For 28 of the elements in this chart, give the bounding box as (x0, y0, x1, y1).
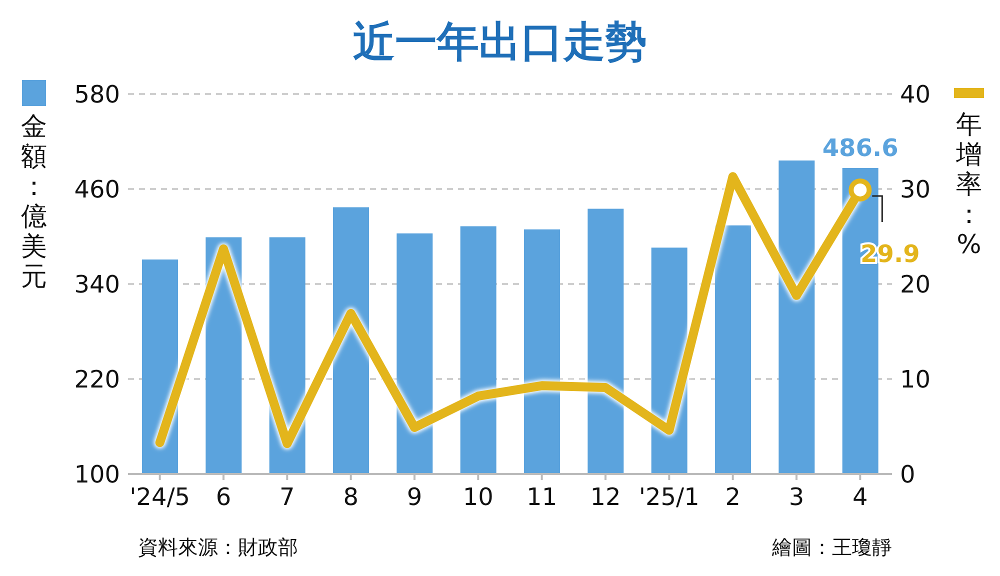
y-axis-title: 金額：億美元 (20, 112, 48, 292)
x-tick-label: '24/5 (130, 483, 190, 512)
x-tick-label: 3 (788, 483, 804, 512)
x-tick-label: '25/1 (638, 483, 700, 512)
y-tick-label: 340 (74, 270, 120, 299)
y2-tick-label: 40 (900, 80, 931, 109)
text: 繪圖：王瓊靜 (772, 534, 892, 561)
x-tick-label: 7 (280, 483, 295, 512)
y2-axis-title: 年增率：% (955, 110, 983, 260)
x-tick-label: 8 (343, 483, 358, 512)
y2-tick-label: 0 (900, 460, 916, 489)
y-tick-label: 100 (74, 460, 120, 489)
x-tick-label: 4 (852, 483, 868, 512)
data-label: 486.6 (822, 134, 898, 162)
y2-tick-label: 20 (900, 270, 931, 299)
chart-title: 近一年出口走勢 (352, 16, 648, 68)
y-tick-label: 580 (74, 80, 120, 109)
y-tick-label: 460 (74, 176, 120, 204)
y2-tick-label: 10 (900, 366, 931, 394)
x-tick-label: 6 (216, 483, 232, 512)
y2-tick-label: 30 (900, 176, 931, 204)
y-tick-label: 220 (74, 366, 120, 394)
x-tick-label: 12 (590, 483, 621, 512)
source-note: 資料來源：財政部 (138, 534, 298, 561)
x-tick-label: 11 (526, 483, 558, 512)
x-tick-label: 9 (406, 483, 422, 512)
x-tick-label: 2 (725, 483, 740, 512)
x-tick-label: 10 (462, 483, 494, 512)
